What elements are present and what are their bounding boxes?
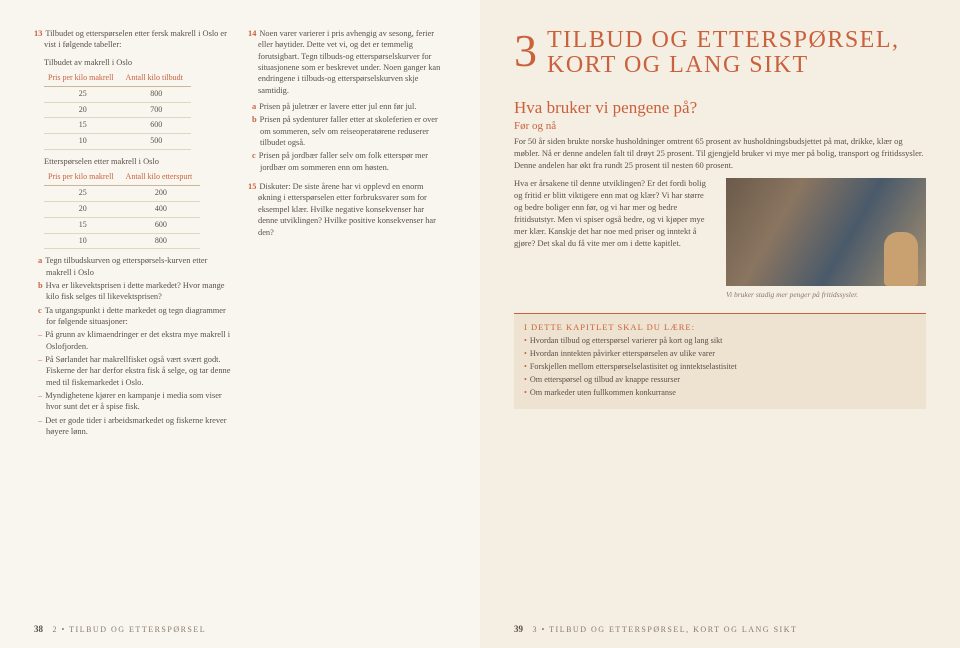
- table-row: 20700: [44, 102, 191, 118]
- learnbox-heading: I DETTE KAPITLET SKAL DU LÆRE:: [524, 322, 916, 332]
- page-number-right: 39: [514, 624, 523, 634]
- footer-text-left: 2 • TILBUD OG ETTERSPØRSEL: [53, 625, 207, 634]
- learn-item: •Hvordan tilbud og etterspørsel varierer…: [524, 336, 916, 345]
- page-right: 3 TILBUD OG ETTERSPØRSEL, KORT OG LANG S…: [480, 0, 960, 648]
- supply-title: Tilbudet av makrell i Oslo: [44, 57, 232, 68]
- q14: 14Noen varer varierer i pris avhengig av…: [248, 28, 446, 96]
- q13c4: –Det er gode tider i arbeidsmarkedet og …: [34, 415, 232, 438]
- q13c1: –På grunn av klimaendringer er det ekstr…: [34, 329, 232, 352]
- learn-item: •Om etterspørsel og tilbud av knappe res…: [524, 375, 916, 384]
- learn-item: •Hvordan inntekten påvirker etterspørsel…: [524, 349, 916, 358]
- footer-left: 38 2 • TILBUD OG ETTERSPØRSEL: [34, 624, 206, 634]
- learning-box: I DETTE KAPITLET SKAL DU LÆRE: •Hvordan …: [514, 313, 926, 409]
- supply-h2: Antall kilo tilbudt: [122, 71, 191, 86]
- q13c2: –På Sørlandet har makrellfisket også vær…: [34, 354, 232, 388]
- demand-h2: Antall kilo etterspurt: [122, 170, 201, 185]
- table-row: 15600: [44, 118, 191, 134]
- table-row: 25800: [44, 86, 191, 102]
- right-columns: Hva er årsakene til denne utviklingen? E…: [514, 178, 926, 299]
- table-row: 15600: [44, 217, 200, 233]
- supply-h1: Pris per kilo makrell: [44, 71, 122, 86]
- para1: For 50 år siden brukte norske husholdnin…: [514, 136, 926, 172]
- footer-right: 39 3 • TILBUD OG ETTERSPØRSEL, KORT OG L…: [514, 624, 797, 634]
- q13c: cTa utgangspunkt i dette markedet og teg…: [34, 305, 232, 328]
- photo-caption: Vi bruker stadig mer penger på fritidssy…: [726, 290, 926, 299]
- right-image-col: Vi bruker stadig mer penger på fritidssy…: [726, 178, 926, 299]
- q14b: bPrisen på sydenturer faller etter at sk…: [248, 114, 446, 148]
- chapter-number: 3: [514, 28, 537, 74]
- page-left: 13Tilbudet og etterspørselen etter fersk…: [0, 0, 480, 648]
- demand-table: Pris per kilo makrellAntall kilo ettersp…: [44, 170, 200, 249]
- table-row: 10800: [44, 233, 200, 249]
- left-columns: 13Tilbudet og etterspørselen etter fersk…: [34, 28, 446, 440]
- q13c3: –Myndighetene kjører en kampanje i media…: [34, 390, 232, 413]
- left-col-2: 14Noen varer varierer i pris avhengig av…: [248, 28, 446, 440]
- q14a: aPrisen på juletrær er lavere etter jul …: [248, 101, 446, 112]
- q15: 15Diskuter: De siste årene har vi opplev…: [248, 181, 446, 238]
- q13b: bHva er likevektsprisen i dette markedet…: [34, 280, 232, 303]
- supply-table: Pris per kilo makrellAntall kilo tilbudt…: [44, 71, 191, 150]
- chapter-header: 3 TILBUD OG ETTERSPØRSEL, KORT OG LANG S…: [514, 28, 926, 78]
- table-row: 20400: [44, 201, 200, 217]
- right-text-col: Hva er årsakene til denne utviklingen? E…: [514, 178, 714, 299]
- q13: 13Tilbudet og etterspørselen etter fersk…: [34, 28, 232, 51]
- left-col-1: 13Tilbudet og etterspørselen etter fersk…: [34, 28, 232, 440]
- chapter-title: TILBUD OG ETTERSPØRSEL, KORT OG LANG SIK…: [547, 28, 900, 78]
- table-row: 10500: [44, 134, 191, 150]
- para2: Hva er årsakene til denne utviklingen? E…: [514, 178, 714, 249]
- page-number-left: 38: [34, 624, 43, 634]
- q13-text: Tilbudet og etterspørselen etter fersk m…: [44, 29, 227, 49]
- demand-title: Etterspørselen etter makrell i Oslo: [44, 156, 232, 167]
- q13a: aTegn tilbudskurven og etterspørsels-kur…: [34, 255, 232, 278]
- learn-item: •Om markeder uten fullkommen konkurranse: [524, 388, 916, 397]
- subsection-heading: Før og nå: [514, 120, 926, 132]
- learn-item: •Forskjellen mellom etterspørselselastis…: [524, 362, 916, 371]
- demand-h1: Pris per kilo makrell: [44, 170, 122, 185]
- q14c: cPrisen på jordbær faller selv om folk e…: [248, 150, 446, 173]
- photo-placeholder: [726, 178, 926, 286]
- section-heading: Hva bruker vi pengene på?: [514, 98, 926, 118]
- footer-text-right: 3 • TILBUD OG ETTERSPØRSEL, KORT OG LANG…: [533, 625, 798, 634]
- table-row: 25200: [44, 186, 200, 202]
